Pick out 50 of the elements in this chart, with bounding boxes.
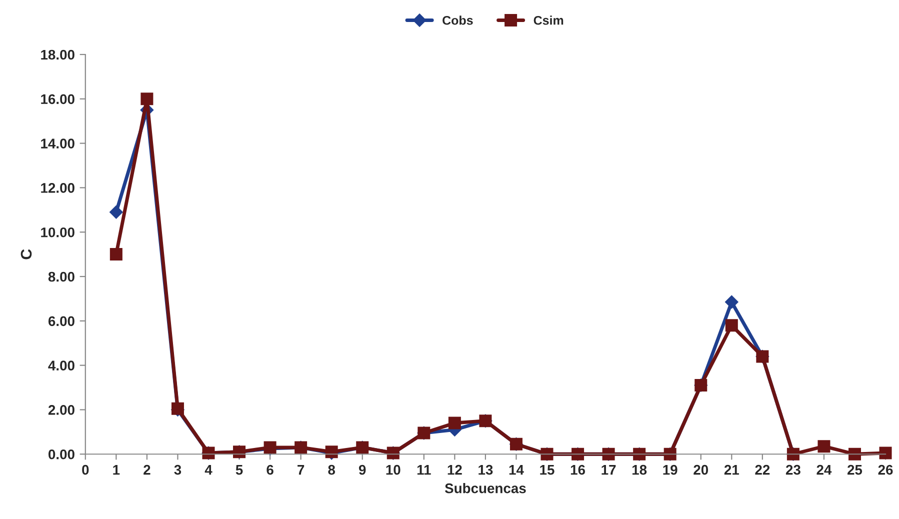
- point: [448, 416, 461, 430]
- x-tick-label: 23: [786, 464, 800, 475]
- x-tick-label: 4: [204, 465, 212, 475]
- x-tick-label: 2: [144, 464, 150, 475]
- y-tick-label: 2.00: [48, 405, 74, 415]
- y-tick-label: 0.00: [48, 449, 74, 460]
- x-tick-label: 18: [632, 464, 647, 475]
- y-tick-label: 18.00: [41, 50, 74, 60]
- point: [848, 448, 861, 460]
- legend-label: Csim: [534, 16, 564, 25]
- x-tick-label: 20: [694, 464, 708, 475]
- x-tick-label: 0: [82, 464, 89, 475]
- y-tick-label: 6.00: [48, 316, 74, 326]
- x-axis-title: Subcuencas: [444, 483, 526, 494]
- y-tick-label: 10.00: [41, 227, 74, 238]
- x-tick-label: 17: [602, 465, 616, 475]
- x-tick-label: 19: [663, 464, 678, 475]
- x-tick-label: 5: [236, 465, 243, 475]
- y-tick-label: 16.00: [41, 94, 74, 104]
- point: [110, 248, 122, 261]
- point: [110, 206, 123, 219]
- x-tick-label: 14: [509, 465, 524, 475]
- x-tick-label: 26: [878, 464, 893, 475]
- y-axis-title: C: [20, 249, 32, 260]
- x-tick-label: 10: [386, 464, 400, 475]
- legend-label: Cobs: [442, 16, 473, 25]
- y-tick-label: 14.00: [41, 138, 74, 148]
- x-tick-label: 13: [478, 464, 493, 475]
- x-tick-label: 7: [298, 465, 304, 475]
- x-tick-label: 1: [113, 465, 120, 475]
- x-tick-label: 25: [848, 464, 862, 475]
- x-tick-label: 22: [755, 464, 770, 475]
- point: [725, 319, 738, 332]
- point: [879, 446, 892, 460]
- point: [818, 440, 830, 453]
- x-tick-label: 21: [724, 464, 739, 475]
- point: [725, 295, 738, 309]
- x-tick-label: 11: [417, 465, 431, 475]
- x-tick-label: 15: [540, 465, 554, 475]
- x-tick-label: 16: [570, 464, 586, 475]
- x-tick-label: 6: [266, 464, 274, 475]
- x-tick-label: 9: [358, 464, 366, 475]
- x-tick-label: 3: [174, 464, 182, 475]
- y-tick-label: 12.00: [41, 183, 74, 193]
- point: [140, 92, 154, 106]
- x-tick-label: 12: [448, 464, 462, 475]
- y-tick-label: 8.00: [48, 272, 74, 282]
- x-tick-label: 24: [816, 464, 832, 475]
- x-tick-label: 8: [328, 464, 336, 475]
- y-tick-label: 4.00: [48, 360, 74, 370]
